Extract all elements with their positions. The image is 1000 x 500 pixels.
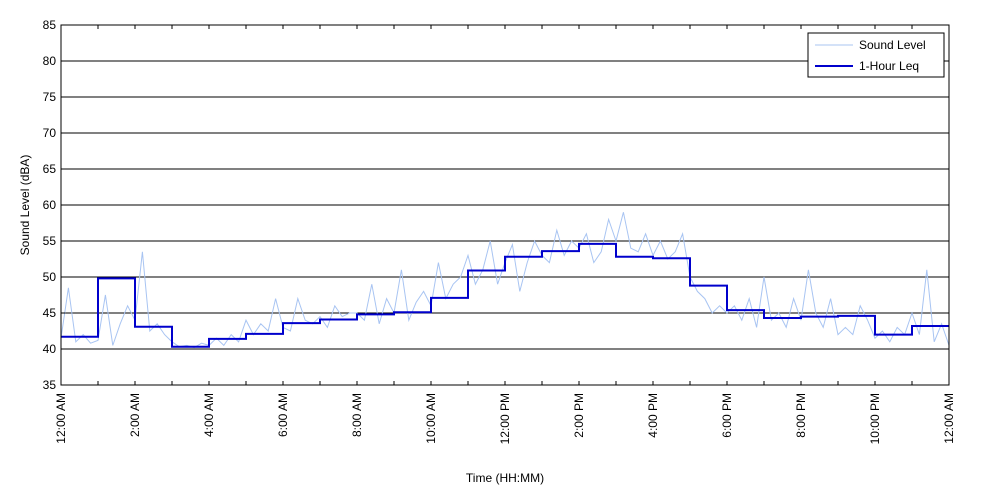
legend-label-1-hour-leq: 1-Hour Leq (859, 59, 919, 73)
y-tick-label: 75 (43, 90, 57, 104)
x-tick-label: 10:00 AM (424, 393, 438, 444)
x-tick-label: 12:00 PM (498, 393, 512, 444)
x-tick-label: 6:00 AM (276, 393, 290, 437)
x-tick-label: 12:00 AM (942, 393, 956, 444)
series-layer (60, 212, 950, 349)
y-tick-label: 40 (43, 342, 57, 356)
axis-ticks (60, 24, 950, 386)
y-tick-label: 60 (43, 198, 57, 212)
legend-label-sound-level: Sound Level (859, 38, 926, 52)
x-tick-label: 2:00 PM (572, 393, 586, 438)
y-tick-label: 45 (43, 306, 57, 320)
x-axis-title: Time (HH:MM) (466, 471, 544, 485)
y-tick-label: 80 (43, 54, 57, 68)
x-tick-label: 10:00 PM (868, 393, 882, 444)
series-line-sound-level (60, 212, 950, 349)
gridlines (61, 60, 949, 350)
x-tick-label: 4:00 PM (646, 393, 660, 438)
series-step-1-hour-leq (61, 242, 949, 348)
y-tick-label: 65 (43, 162, 57, 176)
y-tick-label: 50 (43, 270, 57, 284)
x-tick-label: 4:00 AM (202, 393, 216, 437)
x-tick-label: 2:00 AM (128, 393, 142, 437)
legend-box (807, 32, 945, 78)
x-tick-label: 6:00 PM (720, 393, 734, 438)
y-tick-labels: 35 40 45 50 55 60 65 70 75 80 85 (43, 18, 57, 392)
x-tick-labels: 12:00 AM 2:00 AM 4:00 AM 6:00 AM 8:00 AM 10:0… (54, 393, 956, 444)
x-tick-label: 8:00 AM (350, 393, 364, 437)
y-tick-label: 85 (43, 18, 57, 32)
y-axis-title: Sound Level (dBA) (18, 155, 32, 256)
y-tick-label: 55 (43, 234, 57, 248)
x-tick-label: 12:00 AM (54, 393, 68, 444)
y-tick-label: 35 (43, 378, 57, 392)
legend: Sound Level 1-Hour Leq (807, 32, 945, 78)
y-tick-label: 70 (43, 126, 57, 140)
x-tick-label: 8:00 PM (794, 393, 808, 438)
